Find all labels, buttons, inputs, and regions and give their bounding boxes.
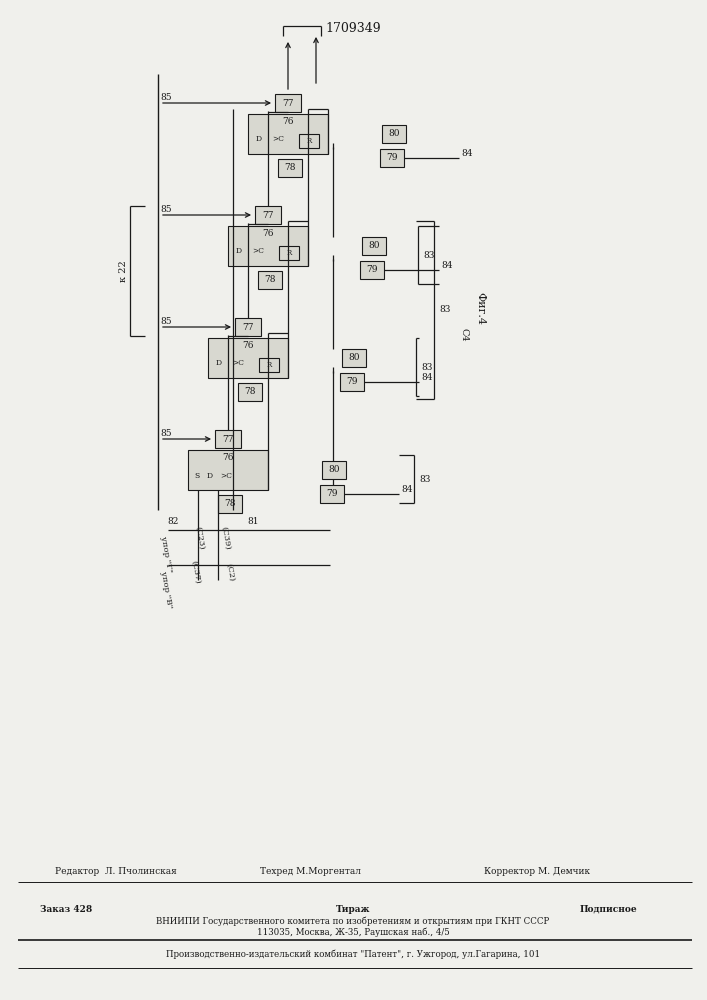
- Text: D: D: [207, 472, 213, 480]
- Bar: [235, 318, 261, 336]
- Text: 79: 79: [366, 265, 378, 274]
- Text: 79: 79: [386, 153, 398, 162]
- Text: 80: 80: [368, 241, 380, 250]
- Text: 76: 76: [243, 340, 254, 350]
- Text: 84: 84: [401, 486, 412, 494]
- Text: >C: >C: [252, 247, 264, 255]
- Text: Заказ 428: Заказ 428: [40, 904, 92, 914]
- Text: 83: 83: [439, 306, 450, 314]
- Text: R: R: [286, 249, 291, 257]
- Text: 76: 76: [262, 229, 274, 237]
- Bar: [228, 226, 308, 266]
- Text: 76: 76: [222, 452, 234, 462]
- Text: Редактор  Л. Пчолинская: Редактор Л. Пчолинская: [55, 867, 177, 876]
- Text: 80: 80: [349, 354, 360, 362]
- Text: упор "Г": упор "Г": [159, 536, 173, 574]
- Text: (С23): (С23): [194, 526, 206, 550]
- Bar: [320, 485, 344, 503]
- Text: 77: 77: [243, 322, 254, 332]
- Text: 1709349: 1709349: [325, 21, 381, 34]
- Text: 78: 78: [284, 163, 296, 172]
- Bar: [382, 125, 406, 143]
- Text: Фиг.4: Фиг.4: [475, 292, 485, 324]
- Text: D: D: [256, 135, 262, 143]
- Text: (С37): (С37): [190, 560, 202, 584]
- Text: Тираж: Тираж: [336, 904, 370, 914]
- Text: >C: >C: [232, 359, 244, 367]
- Bar: [258, 271, 282, 289]
- Text: 81: 81: [247, 518, 259, 526]
- Bar: [248, 114, 328, 154]
- Text: 78: 78: [264, 275, 276, 284]
- Text: 84: 84: [461, 149, 472, 158]
- Text: 77: 77: [282, 99, 293, 107]
- Text: упор "В": упор "В": [159, 571, 173, 609]
- Text: >C: >C: [272, 135, 284, 143]
- Text: 80: 80: [328, 466, 340, 475]
- Bar: [299, 134, 319, 148]
- Text: 78: 78: [224, 499, 235, 508]
- Text: 85: 85: [160, 430, 172, 438]
- Text: R: R: [267, 361, 271, 369]
- Bar: [188, 450, 268, 490]
- Text: 83: 83: [421, 362, 433, 371]
- Text: 84: 84: [421, 373, 433, 382]
- Text: S: S: [194, 472, 199, 480]
- Bar: [362, 237, 386, 255]
- Bar: [255, 206, 281, 224]
- Text: D: D: [236, 247, 242, 255]
- Text: 79: 79: [326, 489, 338, 498]
- Text: 77: 77: [262, 211, 274, 220]
- Text: 83: 83: [423, 250, 434, 259]
- Bar: [238, 383, 262, 401]
- Text: >C: >C: [220, 472, 232, 480]
- Bar: [278, 159, 302, 177]
- Text: D: D: [216, 359, 222, 367]
- Text: 78: 78: [244, 387, 256, 396]
- Bar: [215, 430, 241, 448]
- Bar: [218, 495, 242, 513]
- Text: Корректор М. Демчик: Корректор М. Демчик: [484, 867, 590, 876]
- Text: 80: 80: [388, 129, 399, 138]
- Text: Подписное: Подписное: [580, 904, 638, 914]
- Bar: [380, 149, 404, 167]
- Bar: [275, 94, 301, 112]
- Text: R: R: [306, 137, 312, 145]
- Bar: [259, 358, 279, 372]
- Bar: [322, 461, 346, 479]
- Text: 83: 83: [419, 475, 431, 484]
- Text: 77: 77: [222, 434, 234, 444]
- Bar: [360, 261, 384, 279]
- Text: (С2): (С2): [225, 562, 235, 582]
- Text: к 22: к 22: [119, 260, 129, 282]
- Bar: [279, 246, 299, 260]
- Text: Производственно-издательский комбинат "Патент", г. Ужгород, ул.Гагарина, 101: Производственно-издательский комбинат "П…: [166, 949, 540, 959]
- Text: 82: 82: [168, 518, 179, 526]
- Bar: [340, 373, 364, 391]
- Bar: [208, 338, 288, 378]
- Text: 76: 76: [282, 116, 293, 125]
- Text: (С39): (С39): [220, 526, 232, 550]
- Text: ВНИИПИ Государственного комитета по изобретениям и открытиям при ГКНТ СССР: ВНИИПИ Государственного комитета по изоб…: [156, 916, 549, 926]
- Text: 85: 85: [160, 206, 172, 215]
- Bar: [342, 349, 366, 367]
- Text: 113035, Москва, Ж-35, Раушская наб., 4/5: 113035, Москва, Ж-35, Раушская наб., 4/5: [257, 927, 450, 937]
- Text: С4: С4: [460, 328, 469, 342]
- Text: Техред М.Моргентал: Техред М.Моргентал: [259, 867, 361, 876]
- Text: 85: 85: [160, 318, 172, 326]
- Text: 84: 84: [441, 261, 452, 270]
- Text: 85: 85: [160, 94, 172, 103]
- Text: 79: 79: [346, 377, 358, 386]
